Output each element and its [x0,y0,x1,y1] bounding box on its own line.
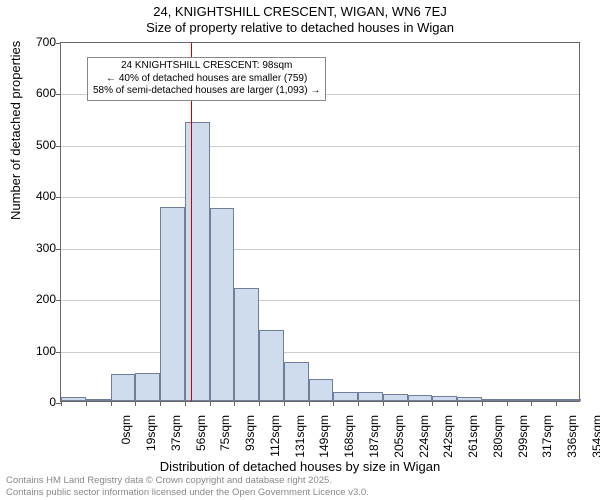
ytick-label: 0 [16,395,56,409]
histogram-bar [111,374,136,401]
annotation-box: 24 KNIGHTSHILL CRESCENT: 98sqm← 40% of d… [87,57,326,101]
histogram-bar [309,379,334,401]
xtick-label: 354sqm [590,415,600,475]
xtick-label: 131sqm [293,415,307,475]
xtick [333,401,334,406]
ytick-label: 500 [16,138,56,152]
xtick-label: 280sqm [491,415,505,475]
xtick [259,401,260,406]
gridline [61,249,579,250]
histogram-bar [61,397,86,401]
histogram-bar [259,330,284,401]
chart-title-sub: Size of property relative to detached ho… [0,19,600,37]
histogram-bar [86,399,111,401]
xtick [111,401,112,406]
xtick-label: 187sqm [367,415,381,475]
xtick [432,401,433,406]
xtick [160,401,161,406]
footer-line-2: Contains public sector information licen… [6,487,369,498]
histogram-bar [507,399,532,401]
histogram-bar [383,394,408,401]
histogram-bar [358,392,383,401]
footer-line-1: Contains HM Land Registry data © Crown c… [6,475,369,486]
xtick [383,401,384,406]
annotation-line: 24 KNIGHTSHILL CRESCENT: 98sqm [93,60,320,73]
ytick-label: 200 [16,292,56,306]
xtick [408,401,409,406]
xtick [556,401,557,406]
xtick-label: 93sqm [243,415,257,475]
histogram-bar [210,208,235,401]
plot-area: 24 KNIGHTSHILL CRESCENT: 98sqm← 40% of d… [60,42,580,402]
histogram-bar [457,397,482,401]
histogram-bar [333,392,358,401]
annotation-line: ← 40% of detached houses are smaller (75… [93,73,320,86]
gridline [61,197,579,198]
xtick [210,401,211,406]
ytick [56,197,61,198]
xtick-label: 19sqm [144,415,158,475]
xtick-label: 261sqm [466,415,480,475]
ytick-label: 100 [16,344,56,358]
xtick [531,401,532,406]
ytick-label: 700 [16,35,56,49]
ytick [56,94,61,95]
xtick [457,401,458,406]
ytick-label: 400 [16,189,56,203]
xtick-label: 336sqm [565,415,579,475]
gridline [61,352,579,353]
xtick-label: 168sqm [342,415,356,475]
histogram-bar [556,399,581,401]
xtick-label: 112sqm [268,415,282,475]
xtick [135,401,136,406]
xtick-label: 299sqm [516,415,530,475]
xtick [234,401,235,406]
xtick-label: 0sqm [119,415,133,475]
xtick-label: 149sqm [317,415,331,475]
ytick-label: 600 [16,86,56,100]
histogram-bar [234,288,259,401]
ytick [56,249,61,250]
histogram-bar [284,362,309,401]
xtick [185,401,186,406]
ytick [56,300,61,301]
gridline [61,146,579,147]
footer-attribution: Contains HM Land Registry data © Crown c… [6,475,369,498]
histogram-bar [482,399,507,401]
xtick [284,401,285,406]
xtick [358,401,359,406]
ytick [56,43,61,44]
histogram-bar [531,399,556,401]
xtick [309,401,310,406]
xtick-label: 75sqm [218,415,232,475]
xtick-label: 317sqm [540,415,554,475]
xtick [86,401,87,406]
ytick [56,352,61,353]
gridline [61,300,579,301]
ytick-label: 300 [16,241,56,255]
histogram-bar [160,207,185,401]
chart-title-main: 24, KNIGHTSHILL CRESCENT, WIGAN, WN6 7EJ [0,0,600,19]
xtick [482,401,483,406]
histogram-bar [135,373,160,401]
histogram-bar [408,395,433,401]
xtick-label: 242sqm [441,415,455,475]
annotation-line: 58% of semi-detached houses are larger (… [93,85,320,98]
xtick-label: 205sqm [392,415,406,475]
xtick-label: 56sqm [194,415,208,475]
ytick [56,146,61,147]
xtick-label: 37sqm [169,415,183,475]
histogram-bar [432,396,457,401]
xtick [507,401,508,406]
xtick-label: 224sqm [417,415,431,475]
histogram-bar [185,122,210,401]
xtick [61,401,62,406]
